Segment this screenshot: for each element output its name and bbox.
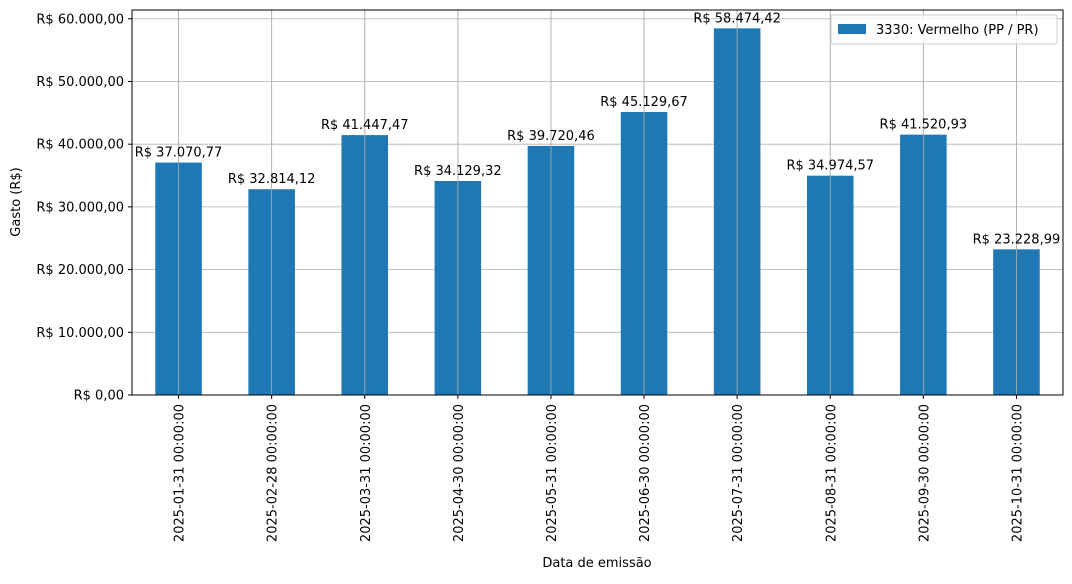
y-tick-label: R$ 60.000,00 xyxy=(36,12,124,27)
x-tick-label: 2025-06-30 00:00:00 xyxy=(638,404,653,542)
x-axis: 2025-01-31 00:00:00 2025-02-28 00:00:00 20… xyxy=(173,395,1025,542)
bar-value-label: R$ 34.129,32 xyxy=(414,164,502,179)
bar-value-label: R$ 45.129,67 xyxy=(600,95,688,110)
bar-value-label: R$ 34.974,57 xyxy=(786,159,874,174)
y-tick-label: R$ 10.000,00 xyxy=(36,326,124,341)
bar-value-label: R$ 41.447,47 xyxy=(321,118,409,133)
x-tick-label: 2025-05-31 00:00:00 xyxy=(545,404,560,542)
plot-frame xyxy=(131,9,1064,396)
legend-label: 3330: Vermelho (PP / PR) xyxy=(876,23,1039,38)
y-tick-label: R$ 0,00 xyxy=(74,389,124,404)
x-tick-label: 2025-10-31 00:00:00 xyxy=(1010,404,1025,542)
legend-box xyxy=(830,14,1058,45)
x-tick-label: 2025-07-31 00:00:00 xyxy=(731,404,746,542)
y-tick-label: R$ 40.000,00 xyxy=(36,138,124,153)
y-tick-label: R$ 50.000,00 xyxy=(36,75,124,90)
bar-value-label: R$ 37.070,77 xyxy=(135,146,223,161)
legend-swatch xyxy=(838,24,866,34)
x-tick-label: 2025-01-31 00:00:00 xyxy=(173,404,188,542)
y-axis-label: Gasto (R$) xyxy=(9,167,24,236)
legend: 3330: Vermelho (PP / PR) xyxy=(830,14,1058,45)
x-tick-label: 2025-04-30 00:00:00 xyxy=(452,404,467,542)
x-tick-label: 2025-09-30 00:00:00 xyxy=(917,404,932,542)
y-tick-label: R$ 30.000,00 xyxy=(36,200,124,215)
bar-value-label: R$ 41.520,93 xyxy=(880,118,968,133)
data-labels-group: R$ 37.070,77 R$ 32.814,12 R$ 41.447,47 R$ 3… xyxy=(135,10,1061,395)
x-axis-label: Data de emissão xyxy=(542,556,651,571)
y-tick-label: R$ 20.000,00 xyxy=(36,263,124,278)
bar-value-label: R$ 23.228,99 xyxy=(973,232,1061,247)
y-axis: R$ 0,00 R$ 10.000,00 R$ 20.000,00 R$ 30.000… xyxy=(36,12,132,404)
bar-value-label: R$ 58.474,42 xyxy=(693,11,781,26)
bar-value-label: R$ 32.814,12 xyxy=(228,172,316,187)
x-tick-label: 2025-02-28 00:00:00 xyxy=(266,404,281,542)
x-tick-label: 2025-03-31 00:00:00 xyxy=(359,404,374,542)
x-tick-label: 2025-08-31 00:00:00 xyxy=(824,404,839,542)
bar-value-label: R$ 39.720,46 xyxy=(507,129,595,144)
